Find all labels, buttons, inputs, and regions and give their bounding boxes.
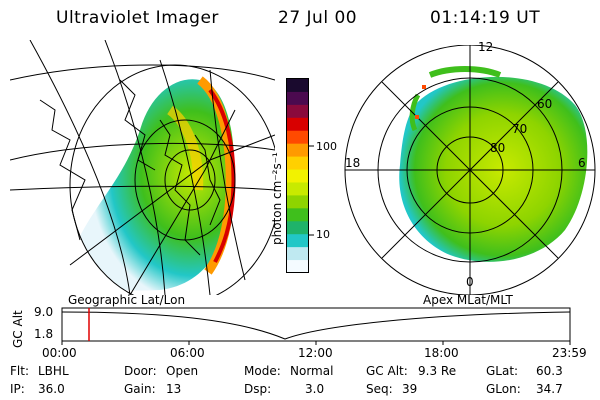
seq-label: Seq:: [366, 382, 393, 396]
glon-value: 34.7: [536, 382, 563, 396]
polar-caption: Apex MLat/MLT: [423, 293, 513, 307]
gc-alt-label: GC Alt:: [366, 364, 408, 378]
altitude-curve: [61, 311, 571, 340]
mode-label: Mode:: [244, 364, 281, 378]
gc-alt-value: 9.3 Re: [418, 364, 457, 378]
polar-mlt-label-6: 6: [578, 156, 586, 170]
polar-image-panel: [344, 45, 596, 295]
polar-mlt-label-12: 12: [478, 40, 494, 54]
colorbar-segment: [287, 143, 308, 158]
altitude-plot: [61, 307, 571, 345]
colorbar-segment: [287, 79, 308, 93]
altitude-plot-frame: [61, 307, 571, 342]
gain-label: Gain:: [124, 382, 156, 396]
polar-lat-label-70: 70: [512, 122, 528, 136]
mode-value: Normal: [290, 364, 334, 378]
glat-value: 60.3: [536, 364, 563, 378]
polar-hotspot: [415, 115, 419, 119]
colorbar-segment: [287, 234, 308, 248]
dsp-label: Dsp:: [244, 382, 272, 396]
colorbar-unit-label: photon cm⁻²s⁻¹: [270, 152, 284, 245]
colorbar-segment: [287, 117, 308, 132]
door-label: Door:: [124, 364, 157, 378]
altitude-xtick-2359: 23:59: [552, 346, 587, 360]
dsp-value: 3.0: [305, 382, 325, 396]
filter-value: LBHL: [38, 364, 69, 378]
altitude-xtick-0600: 06:00: [170, 346, 205, 360]
gain-value: 13: [166, 382, 182, 396]
altitude-xtick-1800: 18:00: [424, 346, 459, 360]
colorbar-segment: [287, 247, 308, 261]
colorbar-segment: [287, 130, 308, 145]
colorbar-segment: [287, 260, 308, 273]
geographic-image-panel: [10, 40, 275, 295]
glon-label: GLon:: [486, 382, 521, 396]
filter-label: Flt:: [10, 364, 29, 378]
colorbar-tick-label-100: 100: [316, 140, 337, 153]
ip-value: 36.0: [38, 382, 65, 396]
colorbar-segment: [287, 208, 308, 222]
polar-hotspot: [422, 85, 426, 89]
colorbar-segment: [287, 104, 308, 119]
geographic-caption: Geographic Lat/Lon: [68, 293, 186, 307]
colorbar-segment: [287, 182, 308, 196]
time-label: 01:14:19 UT: [430, 8, 541, 28]
altitude-xtick-1200: 12:00: [298, 346, 333, 360]
ip-label: IP:: [10, 382, 25, 396]
colorbar-segment: [287, 195, 308, 209]
instrument-title: Ultraviolet Imager: [56, 8, 219, 28]
polar-mlt-label-0: 0: [466, 275, 474, 289]
colorbar-segment: [287, 156, 308, 171]
polar-mlt-label-18: 18: [345, 156, 361, 170]
glat-label: GLat:: [486, 364, 519, 378]
seq-value: 39: [402, 382, 418, 396]
polar-lat-label-80: 80: [490, 141, 506, 155]
colorbar-tick-label-10: 10: [316, 228, 330, 241]
date-label: 27 Jul 00: [278, 8, 358, 28]
altitude-ytick-low: 1.8: [34, 327, 54, 341]
altitude-ylabel: GC Alt: [11, 310, 25, 348]
altitude-ytick-high: 9.0: [34, 305, 54, 319]
polar-lat-label-60: 60: [537, 97, 553, 111]
colorbar-segment: [287, 91, 308, 106]
colorbar-segment: [287, 169, 308, 183]
door-value: Open: [166, 364, 199, 378]
colorbar: [286, 78, 314, 273]
colorbar-segment: [287, 221, 308, 235]
altitude-xtick-0000: 00:00: [42, 346, 77, 360]
